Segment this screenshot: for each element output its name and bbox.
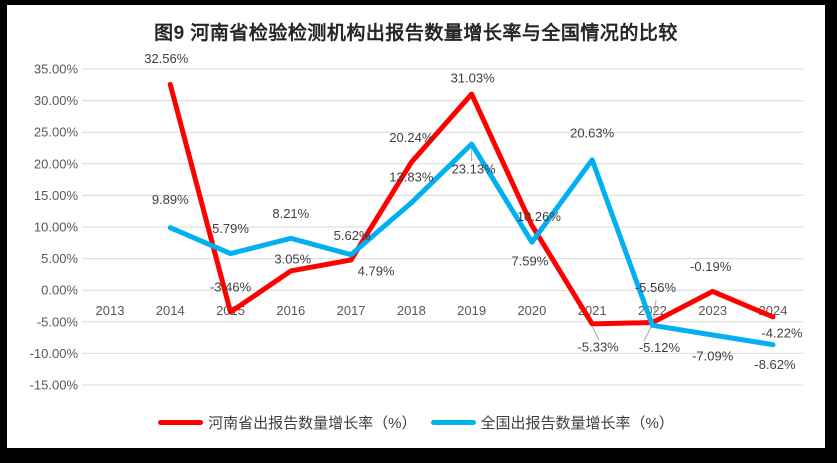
y-axis-tick-label: 35.00% (34, 62, 79, 77)
data-label: 9.89% (152, 192, 189, 207)
series-line-national (167, 141, 776, 348)
y-axis-tick-label: -15.00% (30, 378, 79, 393)
legend-label-national: 全国出报告数量增长率（%） (480, 415, 674, 432)
label-leader-line (592, 326, 600, 341)
y-axis-tick-label: 10.00% (34, 220, 79, 235)
data-label: 20.24% (389, 130, 434, 145)
y-axis-tick-label: -10.00% (30, 346, 79, 361)
legend-item-national: 全国出报告数量增长率（%） (430, 412, 674, 433)
data-label: -7.09% (692, 349, 734, 364)
data-label: -5.12% (639, 340, 681, 355)
data-label: 31.03% (451, 71, 496, 86)
legend-label-henan: 河南省出报告数量增长率（%） (208, 415, 417, 432)
data-label: 5.62% (334, 228, 371, 243)
x-axis-category-label: 2014 (156, 303, 185, 318)
legend: 河南省出报告数量增长率（%） 全国出报告数量增长率（%） (7, 412, 825, 433)
data-label: -8.62% (754, 357, 796, 372)
x-axis-category-label: 2020 (517, 303, 546, 318)
data-label: -3.46% (210, 280, 252, 295)
label-leader-line (643, 326, 652, 342)
x-axis-category-label: 2019 (457, 303, 486, 318)
y-axis-tick-label: 5.00% (41, 251, 78, 266)
y-axis-tick-label: -5.00% (37, 314, 79, 329)
data-label: -0.19% (690, 259, 732, 274)
legend-key-red-line-icon (158, 420, 204, 425)
data-label: -4.22% (761, 325, 803, 340)
y-axis-tick-label: 0.00% (41, 283, 78, 298)
legend-key-blue-line-icon (430, 420, 476, 425)
x-axis-category-label: 2018 (397, 303, 426, 318)
plot-area: 35.00% 30.00% 25.00% 20.00% 15.00% 10.00% 5.00… (30, 51, 803, 393)
chart-title: 图9 河南省检验检测机构出报告数量增长率与全国情况的比较 (154, 23, 678, 44)
data-label: -5.56% (635, 280, 677, 295)
y-axis-tick-label: 20.00% (34, 156, 79, 171)
legend-item-henan: 河南省出报告数量增长率（%） (158, 412, 417, 433)
x-axis-category-label: 2013 (96, 303, 125, 318)
data-label: 13.83% (389, 169, 434, 184)
data-label: 10.26% (517, 209, 562, 224)
data-label: 7.59% (511, 254, 548, 269)
data-label: 8.21% (272, 206, 309, 221)
data-label: 32.56% (144, 51, 189, 66)
data-label: 23.13% (452, 162, 497, 177)
x-axis-category-label: 2017 (337, 303, 366, 318)
data-label: 20.63% (570, 125, 615, 140)
data-label: 4.79% (358, 263, 395, 278)
data-label: -5.33% (578, 339, 620, 354)
y-axis-tick-label: 30.00% (34, 93, 79, 108)
x-axis-category-label: 2016 (276, 303, 305, 318)
y-axis-tick-label: 15.00% (34, 188, 79, 203)
series-line-henan (167, 81, 776, 327)
data-label: 5.79% (212, 221, 249, 236)
y-axis-tick-label: 25.00% (34, 125, 79, 140)
chart-area: 35.00% 30.00% 25.00% 20.00% 15.00% 10.00% 5.00… (7, 5, 825, 448)
data-label: 3.05% (274, 251, 311, 266)
x-axis-category-label: 2023 (698, 303, 727, 318)
